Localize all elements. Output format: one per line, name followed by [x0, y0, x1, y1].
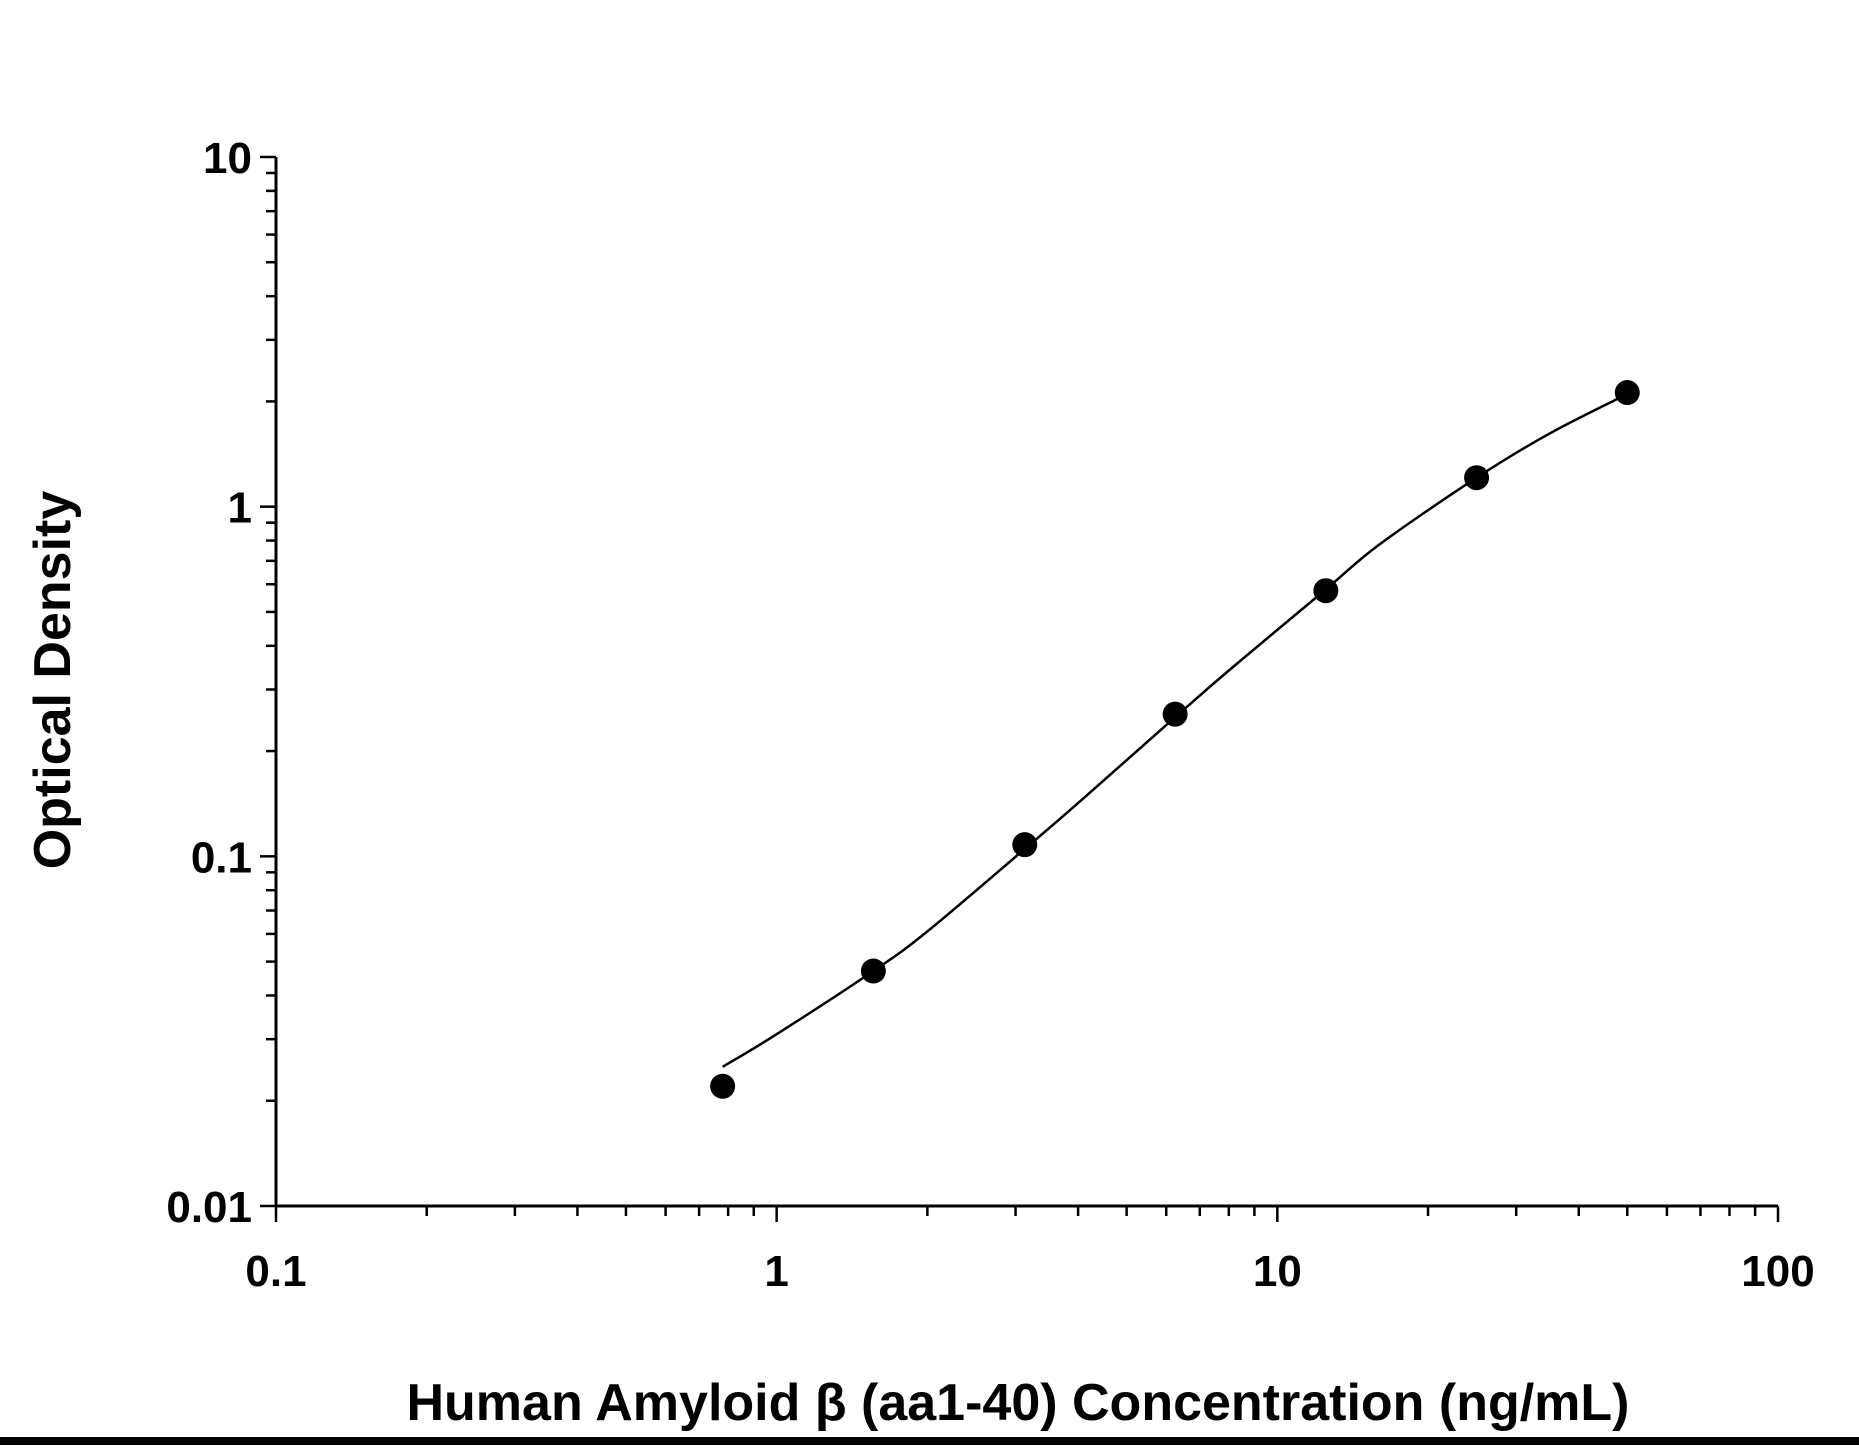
- fit-curve-layer: [721, 392, 1628, 1068]
- data-points: [710, 380, 1640, 1099]
- x-tick-label: 10: [1253, 1247, 1302, 1296]
- data-point: [860, 958, 886, 984]
- x-tick-label: 0.1: [245, 1247, 306, 1296]
- data-point: [1012, 832, 1038, 858]
- fit-curve-line: [721, 392, 1628, 1068]
- y-tick-label: 0.01: [166, 1183, 252, 1232]
- data-point: [1464, 465, 1490, 491]
- y-tick-label: 0.1: [191, 833, 252, 882]
- bottom-rule: [0, 1437, 1859, 1445]
- x-tick-label: 1: [764, 1247, 788, 1296]
- y-tick-label: 1: [228, 484, 252, 533]
- data-point: [710, 1073, 736, 1099]
- axes: [274, 157, 1778, 1208]
- ticks: 0.1 1 10 100 0.01 0.1 1 10: [166, 134, 1814, 1296]
- data-point: [1614, 380, 1640, 406]
- x-axis-title: Human Amyloid β (aa1-40) Concentration (…: [406, 1374, 1629, 1432]
- data-point: [1313, 578, 1339, 604]
- y-tick-label: 10: [203, 134, 252, 183]
- data-point: [1162, 701, 1188, 727]
- x-tick-label: 100: [1741, 1247, 1814, 1296]
- y-axis-title: Optical Density: [24, 491, 82, 870]
